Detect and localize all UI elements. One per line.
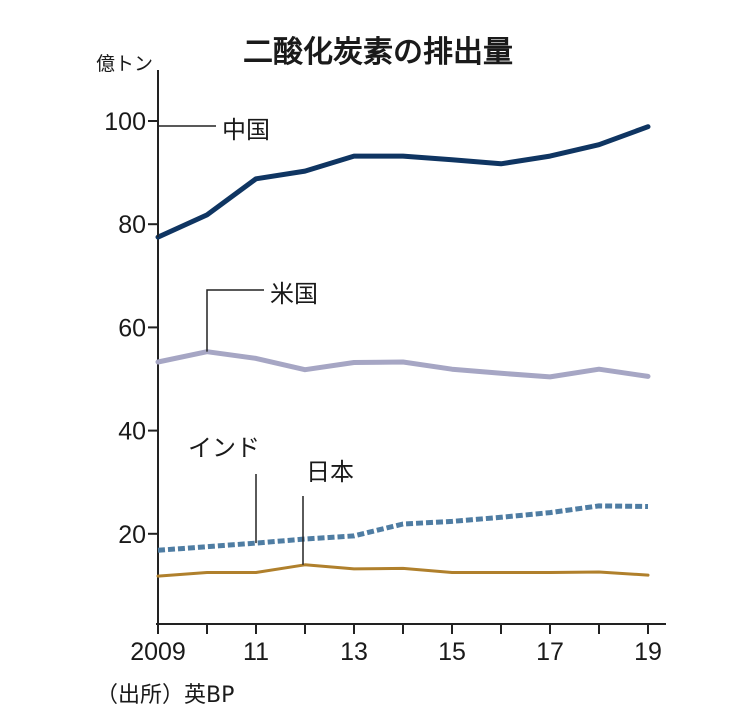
- y-tick-label-20: 20: [118, 521, 146, 549]
- y-tick-label-40: 40: [118, 418, 146, 446]
- x-tick-labels: 2009 11 13 15 17 19: [130, 638, 662, 666]
- y-tick-label-80: 80: [118, 211, 146, 239]
- source-note: （出所）英BP: [96, 683, 234, 708]
- series-line-2: [157, 503, 649, 553]
- x-tick-label-15: 15: [438, 638, 466, 666]
- x-tick-label-17: 17: [536, 638, 564, 666]
- series-lines: [155, 124, 651, 578]
- chart-title: 二酸化炭素の排出量: [243, 35, 513, 70]
- callout-label-1: 米国: [270, 280, 318, 308]
- y-axis-unit: 億トン: [96, 53, 153, 75]
- series-line-3: [156, 563, 650, 578]
- y-tick-label-60: 60: [118, 314, 146, 342]
- y-tick-label-100: 100: [104, 108, 146, 136]
- callout-label-3: 日本: [306, 458, 354, 486]
- y-tick-labels: 20 40 60 80 100: [104, 108, 146, 549]
- series-line-0: [155, 124, 651, 240]
- x-tick-label-11: 11: [243, 638, 269, 666]
- callout-leader-0: [157, 125, 216, 238]
- x-tick-label-2009: 2009: [130, 638, 186, 666]
- x-tick-label-19: 19: [634, 638, 662, 666]
- series-line-1: [155, 349, 651, 380]
- callout-leader-1: [206, 289, 264, 352]
- callout-label-2: インド: [188, 434, 260, 462]
- callout-label-0: 中国: [222, 116, 270, 144]
- x-tick-label-13: 13: [340, 638, 368, 666]
